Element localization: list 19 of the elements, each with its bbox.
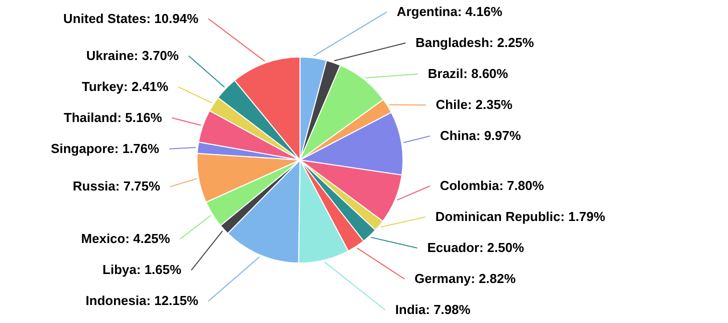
slice-label: Colombia: 7.80% — [440, 178, 544, 193]
slice-label: Dominican Republic: 1.79% — [435, 209, 606, 224]
slice-label: Mexico: 4.25% — [81, 231, 170, 246]
slice-label: Indonesia: 12.15% — [86, 293, 199, 308]
slice-label: Germany: 2.82% — [414, 271, 516, 286]
slice-label: Thailand: 5.16% — [64, 110, 162, 125]
slice-label: Libya: 1.65% — [102, 262, 182, 278]
slice-label: Chile: 2.35% — [436, 97, 513, 112]
slice-label: Bangladesh: 2.25% — [415, 35, 534, 50]
slice-label: United States: 10.94% — [63, 10, 199, 26]
slice-label: India: 7.98% — [395, 302, 471, 317]
slice-label: Ukraine: 3.70% — [86, 48, 180, 63]
slice-label: Turkey: 2.41% — [82, 78, 169, 94]
slice-label: Russia: 7.75% — [72, 178, 161, 194]
slice-label: Ecuador: 2.50% — [427, 240, 524, 255]
slice-label: China: 9.97% — [440, 128, 522, 143]
slice-label: Singapore: 1.76% — [50, 140, 160, 156]
slice-label: Brazil: 8.60% — [428, 66, 509, 81]
slice-label: Argentina: 4.16% — [396, 4, 503, 19]
